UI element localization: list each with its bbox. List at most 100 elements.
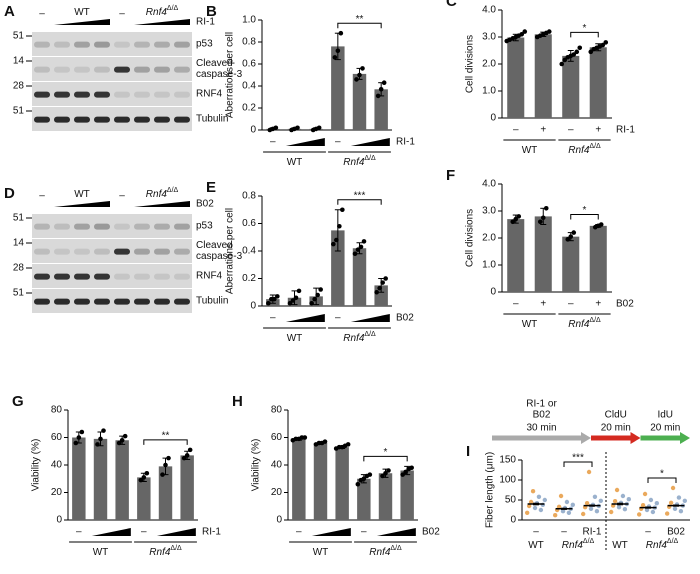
data-point	[654, 501, 660, 506]
blot-band	[134, 273, 150, 280]
sig-bracket	[570, 214, 599, 220]
y-axis-label: Viability (%)	[31, 439, 42, 492]
sig-label: ***	[354, 190, 366, 201]
lane-label: –	[39, 191, 45, 202]
data-point	[536, 494, 542, 499]
timeline-label: B02	[533, 410, 551, 421]
treatment-label: B02	[396, 313, 414, 324]
data-point	[367, 472, 373, 477]
group-name: WT	[612, 540, 628, 551]
data-point	[403, 469, 408, 475]
blot-band	[114, 298, 130, 305]
x-tick-label: –	[76, 527, 82, 538]
sig-bracket	[563, 461, 593, 467]
data-point	[380, 280, 385, 285]
mw-marker: 51	[13, 106, 25, 117]
y-tick-label: 0	[56, 515, 62, 526]
blot-band	[114, 273, 130, 280]
blot-band	[134, 298, 150, 305]
group-name: Rnf4	[568, 145, 590, 156]
row-label: caspase-3	[196, 251, 243, 262]
x-tick-label: +	[595, 125, 601, 136]
y-axis-label: Cell divisions	[465, 209, 476, 267]
x-tick-label: –	[561, 527, 567, 538]
sig-label: *	[384, 447, 388, 458]
x-tick-label: –	[296, 527, 302, 538]
group-label: Rnf4Δ/Δ	[146, 187, 179, 200]
data-point	[598, 222, 604, 227]
data-point	[592, 494, 598, 499]
blot-band	[174, 66, 190, 73]
timeline-head	[680, 432, 690, 444]
x-tick-label: –	[335, 313, 341, 324]
data-point	[558, 493, 564, 499]
data-point	[556, 504, 562, 509]
y-tick-label: 0	[276, 515, 282, 526]
dose-ramp	[311, 528, 351, 536]
timeline-bar	[640, 435, 682, 441]
bar	[313, 443, 328, 520]
x-tick-label: –	[568, 125, 574, 136]
row-label: Tubulin	[196, 114, 228, 125]
data-point	[76, 435, 82, 440]
bar	[331, 230, 345, 306]
group-name: WT	[522, 145, 538, 156]
y-axis-label: Aberrations per cell	[225, 32, 236, 118]
treatment-label: B02	[616, 299, 634, 310]
blot-band	[134, 223, 150, 230]
data-point	[95, 442, 100, 447]
blot-strip	[32, 32, 192, 56]
data-point	[537, 219, 543, 225]
bar	[335, 447, 349, 520]
data-point	[524, 510, 530, 515]
data-point	[516, 214, 522, 219]
bar	[562, 236, 580, 292]
bar	[137, 477, 151, 520]
y-tick-label: 80	[271, 405, 283, 416]
x-tick-label: –	[141, 527, 147, 538]
data-point	[542, 497, 548, 503]
bar	[352, 248, 367, 306]
y-tick-label: 0	[510, 515, 516, 526]
data-point	[614, 487, 620, 493]
data-point	[594, 509, 600, 514]
data-point	[678, 509, 684, 514]
group-label: WT	[522, 145, 538, 156]
y-tick-label: 1.0	[482, 260, 496, 271]
blot-band	[174, 116, 190, 123]
data-point	[293, 295, 299, 301]
data-point	[526, 503, 532, 509]
data-point	[580, 511, 586, 517]
data-point	[352, 251, 358, 257]
data-point	[538, 507, 544, 513]
panel-letter: B	[206, 3, 217, 20]
panel-letter: H	[232, 393, 243, 410]
blot-strip	[32, 239, 192, 263]
bar	[180, 455, 194, 520]
data-point	[571, 52, 577, 57]
group-label: WT	[74, 7, 90, 18]
dose-ramp	[285, 314, 325, 322]
y-tick-label: 0	[490, 113, 496, 124]
row-label: Tubulin	[196, 296, 228, 307]
data-point	[648, 497, 654, 503]
bar	[589, 47, 607, 119]
blot-band	[74, 116, 90, 123]
blot-band	[34, 41, 50, 48]
data-point	[626, 497, 632, 502]
blot-band	[174, 41, 190, 48]
x-tick-label: +	[540, 125, 546, 136]
data-point	[543, 206, 549, 211]
blot-band	[134, 41, 150, 48]
y-tick-label: 40	[51, 460, 63, 471]
y-tick-label: 0.2	[242, 103, 256, 114]
blot-band	[134, 116, 150, 123]
data-point	[160, 472, 165, 477]
group-name: WT	[93, 547, 109, 558]
group-label: Rnf4Δ/Δ	[146, 5, 179, 18]
group-label: WT	[74, 189, 90, 200]
sig-label: *	[660, 469, 664, 480]
data-point	[650, 509, 656, 515]
data-point	[309, 300, 314, 306]
